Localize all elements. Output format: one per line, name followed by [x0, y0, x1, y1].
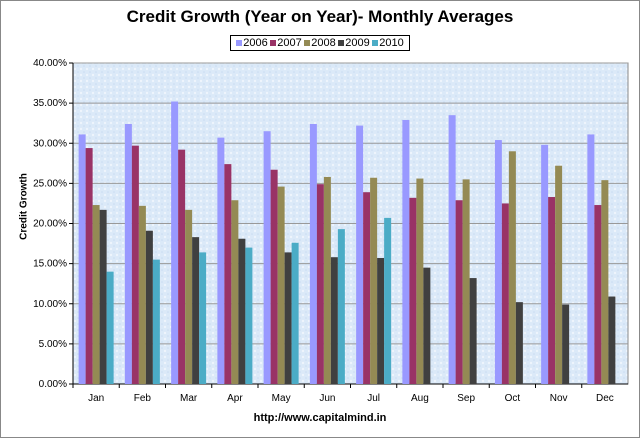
bar-2008-Jun [323, 176, 331, 384]
bar-2007-Sep [455, 200, 463, 384]
bar-2007-Feb [131, 145, 139, 384]
bar-2008-Mar [185, 209, 193, 384]
legend-item: 2008 [304, 37, 336, 49]
bar-2010-Jul [384, 217, 392, 384]
legend-label: 2010 [379, 37, 404, 49]
bar-2009-May [284, 252, 292, 384]
bar-2006-Nov [541, 144, 549, 384]
x-tick-label: Jun [319, 393, 335, 404]
legend-item: 2006 [236, 37, 268, 49]
legend-item: 2010 [372, 37, 404, 49]
bar-2008-Nov [555, 165, 563, 384]
bar-2006-Jun [309, 123, 317, 385]
bar-2008-Feb [138, 205, 146, 384]
bar-2008-Jul [370, 177, 378, 384]
bar-2010-Feb [152, 259, 160, 384]
bar-2006-Oct [494, 140, 502, 384]
bar-2010-Apr [245, 247, 253, 384]
y-tick-label: 15.00% [33, 259, 67, 270]
bar-2009-Jul [377, 258, 385, 384]
bar-2007-Jun [316, 184, 324, 384]
bar-2006-Mar [171, 101, 179, 385]
x-tick-label: Mar [180, 393, 198, 404]
bar-2009-Nov [562, 304, 570, 384]
x-tick-label: Sep [457, 393, 475, 404]
bar-2008-Oct [508, 151, 516, 384]
bar-2006-May [263, 131, 271, 384]
bar-2007-Oct [501, 203, 509, 384]
x-tick-label: Aug [411, 393, 429, 404]
legend-label: 2006 [243, 37, 268, 49]
y-tick-label: 35.00% [33, 98, 67, 109]
y-tick-label: 40.00% [33, 58, 67, 69]
bar-2008-Sep [462, 179, 470, 384]
legend-label: 2007 [277, 37, 302, 49]
bar-2008-Apr [231, 200, 239, 384]
x-tick-label: Feb [134, 393, 152, 404]
bar-2010-Mar [199, 252, 207, 384]
y-tick-label: 5.00% [39, 339, 67, 350]
y-tick-label: 25.00% [33, 178, 67, 189]
bar-2008-Dec [601, 180, 609, 384]
legend: 2006 2007 2008 2009 2010 [230, 35, 410, 51]
footer-url: http://www.capitalmind.in [253, 412, 387, 424]
bar-2006-Feb [124, 123, 132, 385]
x-tick-label: Oct [505, 393, 521, 404]
bar-2009-Oct [515, 302, 523, 384]
x-tick-label: Apr [227, 393, 243, 404]
bar-2006-Aug [402, 119, 410, 384]
x-tick-label: May [272, 393, 291, 404]
bar-2006-Jan [78, 134, 86, 384]
bar-2010-Jun [337, 229, 345, 384]
bar-2009-Jun [330, 257, 338, 384]
y-tick-label: 30.00% [33, 138, 67, 149]
x-tick-label: Dec [596, 393, 614, 404]
legend-label: 2008 [311, 37, 336, 49]
bar-2007-Aug [409, 197, 417, 384]
bar-2007-May [270, 169, 278, 384]
legend-swatch [372, 40, 379, 46]
bar-2010-May [291, 242, 299, 384]
legend-label: 2009 [345, 37, 370, 49]
bar-2009-Jan [99, 209, 107, 384]
legend-swatch [338, 40, 345, 46]
x-tick-label: Jul [367, 393, 380, 404]
bar-2009-Dec [608, 296, 616, 384]
y-tick-label: 0.00% [39, 379, 67, 390]
x-tick-label: Jan [88, 393, 104, 404]
y-tick-label: 20.00% [33, 219, 67, 230]
bar-2009-Aug [423, 267, 431, 384]
bar-2008-May [277, 186, 285, 384]
bar-2006-Jul [356, 125, 364, 384]
bar-2006-Apr [217, 137, 225, 384]
legend-item: 2007 [270, 37, 302, 49]
legend-swatch [304, 40, 311, 46]
legend-swatch [270, 40, 277, 46]
bar-2007-Dec [594, 205, 602, 384]
legend-swatch [236, 40, 243, 46]
bar-2007-Nov [548, 197, 556, 384]
bar-2009-Apr [238, 238, 246, 384]
bar-2007-Jan [85, 148, 93, 384]
chart-title: Credit Growth (Year on Year)- Monthly Av… [126, 7, 514, 26]
bar-2010-Jan [106, 271, 114, 384]
legend-item: 2009 [338, 37, 370, 49]
x-tick-label: Nov [550, 393, 568, 404]
y-tick-label: 10.00% [33, 299, 67, 310]
bar-2009-Sep [469, 278, 477, 384]
bar-2007-Jul [363, 192, 371, 384]
bar-2006-Sep [448, 115, 456, 384]
bar-2009-Feb [145, 230, 153, 384]
bar-2008-Aug [416, 178, 424, 384]
bar-2008-Jan [92, 205, 100, 384]
bar-2007-Apr [224, 164, 232, 384]
bar-2007-Mar [178, 149, 186, 384]
bar-2009-Mar [192, 237, 200, 384]
bar-2006-Dec [587, 134, 595, 384]
